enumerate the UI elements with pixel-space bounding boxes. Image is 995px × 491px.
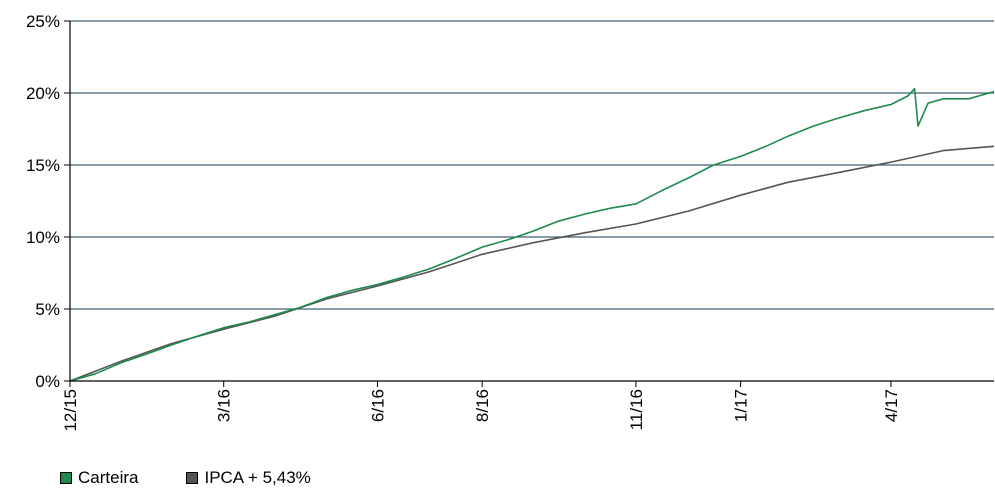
- gridlines: [64, 20, 994, 382]
- x-tick-label: 4/17: [882, 389, 901, 422]
- x-tick-label: 11/16: [627, 389, 646, 430]
- legend: Carteira IPCA + 5,43%: [60, 468, 359, 488]
- y-tick-label: 25%: [26, 12, 60, 31]
- x-tick-label: 3/16: [215, 389, 234, 422]
- legend-swatch-ipca: [186, 472, 199, 484]
- series-layer: [69, 87, 995, 382]
- y-tick-label: 0%: [35, 372, 60, 391]
- series-line-0: [69, 87, 995, 382]
- x-tick-labels: 12/15 3/16 6/16 8/16 11/16 1/17 4/17: [61, 389, 901, 432]
- legend-label-carteira: Carteira: [78, 468, 139, 487]
- x-tick-label: 8/16: [473, 389, 492, 422]
- legend-item-carteira: Carteira: [60, 468, 138, 488]
- legend-label-ipca: IPCA + 5,43%: [204, 468, 311, 487]
- y-tick-label: 10%: [26, 228, 60, 247]
- y-tick-label: 5%: [35, 300, 60, 319]
- legend-item-ipca: IPCA + 5,43%: [186, 468, 311, 488]
- y-tick-label: 15%: [26, 156, 60, 175]
- x-tick-label: 6/16: [368, 389, 387, 422]
- y-tick-label: 20%: [26, 84, 60, 103]
- axes: [69, 21, 994, 387]
- x-tick-label: 1/17: [732, 389, 751, 422]
- legend-swatch-carteira: [60, 472, 72, 484]
- y-tick-labels: 0% 5% 10% 15% 20% 25%: [26, 12, 60, 391]
- series-line-1: [69, 145, 995, 382]
- x-tick-label: 12/15: [61, 389, 80, 432]
